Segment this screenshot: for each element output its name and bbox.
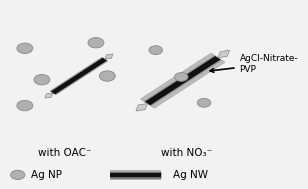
Circle shape — [88, 38, 104, 48]
Circle shape — [197, 98, 211, 107]
Circle shape — [99, 71, 115, 81]
Polygon shape — [45, 93, 53, 98]
Text: with OAC⁻: with OAC⁻ — [38, 148, 91, 158]
Polygon shape — [141, 53, 214, 101]
Text: with NO₃⁻: with NO₃⁻ — [161, 148, 213, 158]
Polygon shape — [152, 60, 225, 108]
Text: Ag NW: Ag NW — [173, 170, 208, 180]
Polygon shape — [50, 57, 103, 91]
Circle shape — [10, 170, 25, 180]
Text: AgCl-Nitrate-
PVP: AgCl-Nitrate- PVP — [210, 54, 298, 74]
Text: Ag NP: Ag NP — [30, 170, 62, 180]
Polygon shape — [51, 58, 107, 94]
Circle shape — [17, 100, 33, 111]
Polygon shape — [55, 60, 108, 95]
Polygon shape — [145, 56, 221, 105]
Polygon shape — [144, 55, 215, 102]
Polygon shape — [141, 53, 225, 108]
Polygon shape — [136, 104, 148, 111]
Polygon shape — [105, 54, 113, 59]
Circle shape — [17, 43, 33, 53]
Circle shape — [149, 46, 162, 55]
Polygon shape — [150, 60, 222, 106]
Polygon shape — [218, 50, 229, 58]
Circle shape — [34, 74, 50, 85]
Circle shape — [175, 73, 188, 81]
